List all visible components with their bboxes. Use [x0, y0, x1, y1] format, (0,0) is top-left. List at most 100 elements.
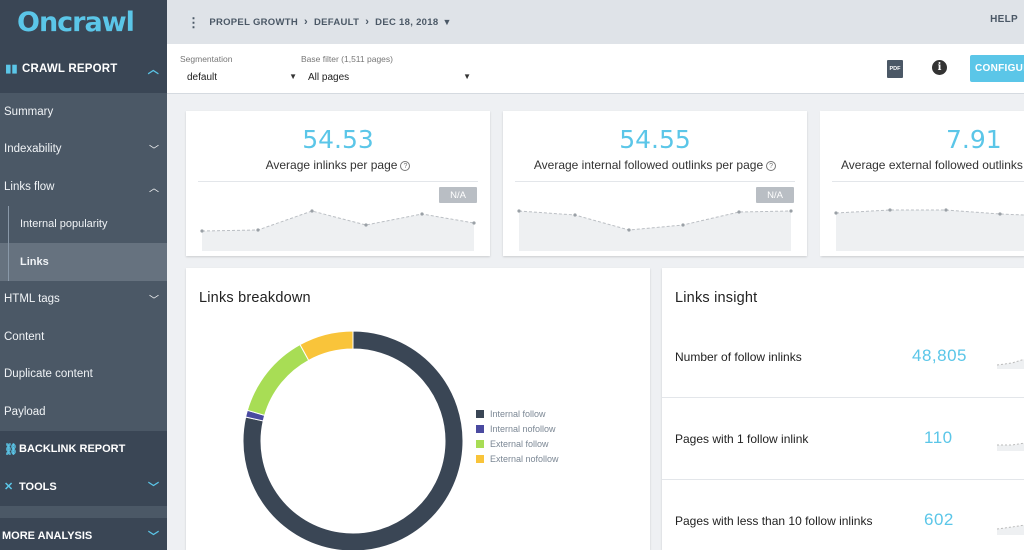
insight-row[interactable]: Pages with 1 follow inlink 110: [662, 398, 1024, 480]
sparkline-chart: [200, 209, 476, 251]
caret-down-icon: ▼: [442, 16, 452, 27]
insight-value: 602: [924, 510, 954, 529]
legend-swatch: [476, 424, 484, 433]
chevron-right-icon: ›: [304, 16, 308, 28]
insight-label: Pages with 1 follow inlink: [675, 432, 809, 446]
insight-value: 48,805: [912, 346, 967, 365]
base-filter-value: All pages ▼: [301, 72, 471, 83]
sidebar-item-links-flow[interactable]: Links flow ︿: [0, 168, 167, 206]
breadcrumb-config[interactable]: DEFAULT: [313, 16, 360, 28]
sidebar-section-label: CRAWL REPORT: [22, 62, 118, 75]
sidebar-section-tools[interactable]: ✕ TOOLS ﹀: [0, 468, 167, 506]
metric-label-text: Average internal followed outlinks per p…: [533, 158, 764, 172]
sidebar-item-label: Payload: [4, 405, 46, 418]
breadcrumb-project[interactable]: PROPEL GROWTH: [209, 16, 299, 28]
panel-title: Links insight: [675, 290, 758, 306]
help-icon[interactable]: ?: [400, 161, 411, 171]
chevron-up-icon: ︿: [149, 183, 159, 195]
legend-item[interactable]: Internal follow: [476, 406, 559, 421]
legend-label: External follow: [490, 438, 549, 449]
chevron-right-icon: ›: [365, 16, 370, 28]
metric-label: Average internal followed outlinks per p…: [503, 158, 807, 172]
sidebar-item-label: Summary: [4, 105, 54, 118]
sidebar-item-indexability[interactable]: Indexability ﹀: [0, 131, 167, 169]
filter-bar: Segmentation default ▼ Base filter (1,511…: [167, 44, 1024, 94]
divider: [198, 181, 478, 182]
chevron-down-icon: ﹀: [149, 145, 159, 157]
top-bar: ⋮ PROPEL GROWTH › DEFAULT › DEC 18, 2018…: [167, 0, 1024, 44]
divider: [515, 181, 795, 182]
sidebar-section-label: BACKLINK REPORT: [19, 443, 126, 456]
metric-value: 54.53: [302, 125, 374, 154]
legend-swatch: [476, 454, 484, 463]
legend-label: Internal follow: [490, 408, 546, 419]
sidebar-section-backlink-report[interactable]: ⛓ BACKLINK REPORT: [0, 430, 167, 468]
info-icon[interactable]: i: [932, 60, 947, 75]
chevron-down-icon: ﹀: [148, 481, 159, 494]
metric-card-avg-inlinks: 54.53 Average inlinks per page? N/A: [186, 111, 490, 256]
sidebar-section-crawl-report[interactable]: ▮▮ CRAWL REPORT ︿: [0, 44, 167, 93]
sidebar-section-label: MORE ANALYSIS: [2, 530, 93, 543]
insight-label: Pages with less than 10 follow inlinks: [675, 514, 873, 528]
base-filter-label: Base filter (1,511 pages): [301, 54, 393, 64]
sidebar-item-payload[interactable]: Payload: [0, 393, 167, 431]
sidebar-item-label: Links flow: [4, 180, 55, 193]
legend-item[interactable]: Internal nofollow: [476, 421, 559, 436]
sidebar-item-html-tags[interactable]: HTML tags ﹀: [0, 281, 167, 319]
sidebar: Oncrawl ▮▮ CRAWL REPORT ︿ Summary Indexa…: [0, 0, 167, 550]
segmentation-label: Segmentation: [180, 54, 233, 64]
dropdown-caret-icon: ▼: [289, 72, 297, 81]
pdf-export-icon[interactable]: PDF: [887, 60, 903, 78]
link-icon: ⛓: [4, 443, 18, 456]
sparkline-chart: [517, 209, 793, 251]
divider: [832, 181, 1024, 182]
sidebar-item-summary[interactable]: Summary: [0, 93, 167, 131]
segmentation-select[interactable]: Segmentation default ▼: [180, 54, 297, 83]
legend-label: External nofollow: [490, 453, 559, 464]
metric-label: Average external followed outlinks per p…: [841, 158, 1024, 172]
donut-slice-external-follow[interactable]: [246, 343, 310, 416]
breadcrumb-crawl-date[interactable]: DEC 18, 2018 ▼: [375, 17, 452, 28]
segmentation-value-text: default: [187, 72, 218, 83]
oncrawl-logo[interactable]: Oncrawl: [0, 0, 167, 44]
base-filter-value-text: All pages: [308, 72, 350, 83]
donut-slice-external-nofollow[interactable]: [299, 331, 354, 362]
breadcrumb-crawl-date-label: DEC 18, 2018: [375, 16, 439, 28]
insight-row[interactable]: Number of follow inlinks 48,805: [662, 316, 1024, 398]
legend-item[interactable]: External follow: [476, 436, 559, 451]
bar-chart-icon: ▮▮: [5, 63, 18, 75]
links-breakdown-panel: Links breakdown Internal follow Internal …: [186, 268, 650, 550]
sidebar-item-links[interactable]: Links: [0, 243, 167, 281]
kebab-menu-icon[interactable]: ⋮: [187, 14, 201, 30]
sidebar-item-label: Indexability: [4, 143, 62, 156]
insight-value: 110: [924, 428, 953, 447]
insight-row[interactable]: Pages with less than 10 follow inlinks 6…: [662, 480, 1024, 550]
sidebar-item-duplicate-content[interactable]: Duplicate content: [0, 356, 167, 394]
metric-card-avg-internal-outlinks: 54.55 Average internal followed outlinks…: [503, 111, 807, 256]
sidebar-item-label: Internal popularity: [20, 218, 108, 231]
help-icon[interactable]: ?: [766, 161, 777, 171]
dropdown-caret-icon: ▼: [463, 72, 471, 81]
chevron-down-icon: ﹀: [149, 295, 159, 307]
base-filter-select[interactable]: Base filter (1,511 pages) All pages ▼: [301, 54, 471, 83]
logo-text: Oncrawl: [17, 6, 135, 38]
metric-value: 54.55: [619, 125, 691, 154]
insight-label: Number of follow inlinks: [675, 350, 802, 364]
help-link[interactable]: HELP: [990, 14, 1018, 25]
links-donut-chart: [243, 331, 463, 550]
legend-item[interactable]: External nofollow: [476, 451, 559, 466]
sidebar-item-internal-popularity[interactable]: Internal popularity: [0, 205, 167, 244]
links-insight-panel: Links insight Number of follow inlinks 4…: [662, 268, 1024, 550]
sidebar-item-label: Content: [4, 330, 45, 343]
legend-label: Internal nofollow: [490, 423, 556, 434]
donut-slice-internal-follow[interactable]: [243, 331, 463, 550]
segmentation-value: default ▼: [180, 72, 297, 83]
metric-label-text: Average inlinks per page: [265, 158, 398, 172]
sidebar-item-content[interactable]: Content: [0, 318, 167, 356]
mini-sparkline: [997, 358, 1024, 369]
sidebar-section-more-analysis[interactable]: MORE ANALYSIS ﹀: [0, 517, 167, 550]
sidebar-item-label: HTML tags: [4, 293, 60, 306]
chevron-up-icon: ︿: [147, 63, 159, 76]
legend-swatch: [476, 409, 484, 418]
configure-button[interactable]: CONFIGURE: [970, 55, 1024, 82]
